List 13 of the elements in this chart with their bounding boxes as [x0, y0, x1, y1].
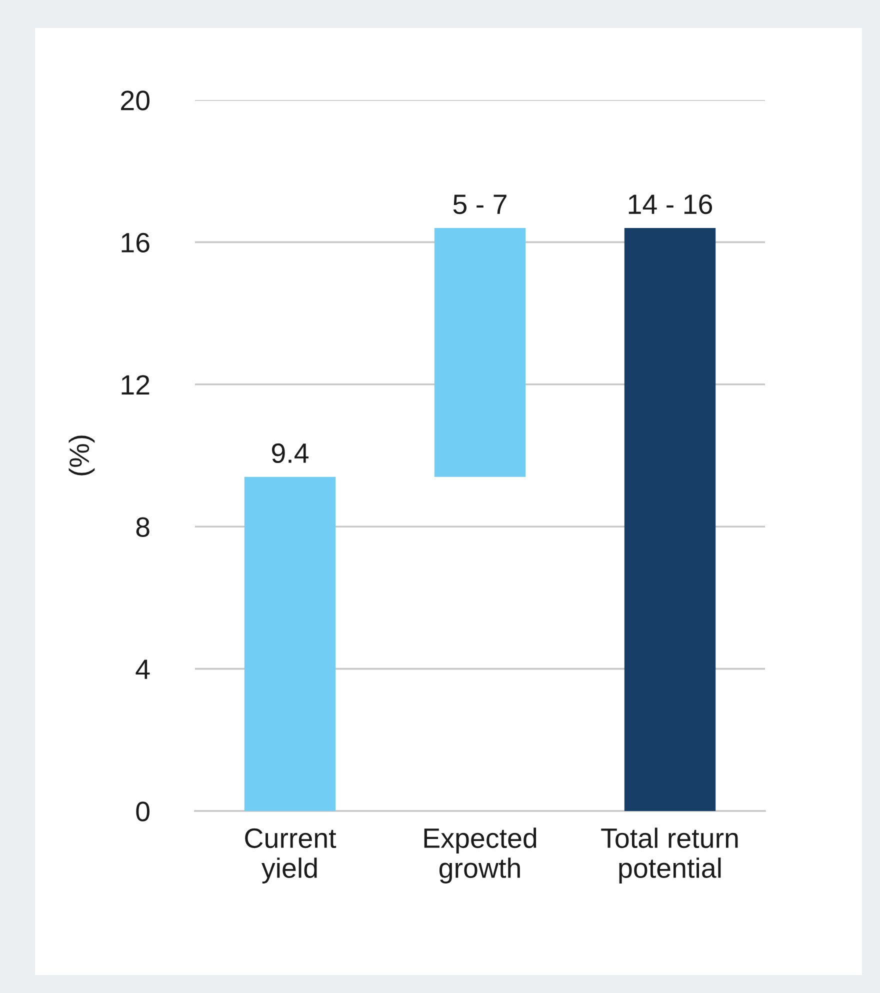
data-label: 9.4 — [272, 443, 308, 464]
y-tick-label: 0 — [136, 802, 150, 822]
annotation: 5 - 7 — [453, 194, 506, 214]
annotation: 14 - 16 — [628, 194, 712, 214]
y-tick-label: 4 — [136, 660, 150, 679]
y-tick-label: 20 — [121, 90, 150, 110]
x-tick-label: Current yield — [245, 828, 336, 884]
y-tick-label: 12 — [122, 375, 150, 394]
x-tick-label: Total return potential — [601, 828, 738, 884]
x-tick-label: Expected growth — [424, 828, 536, 884]
y-tick-label: 16 — [122, 232, 150, 253]
y-axis-title: (%) — [68, 436, 95, 476]
y-tick-label: 8 — [136, 517, 150, 537]
